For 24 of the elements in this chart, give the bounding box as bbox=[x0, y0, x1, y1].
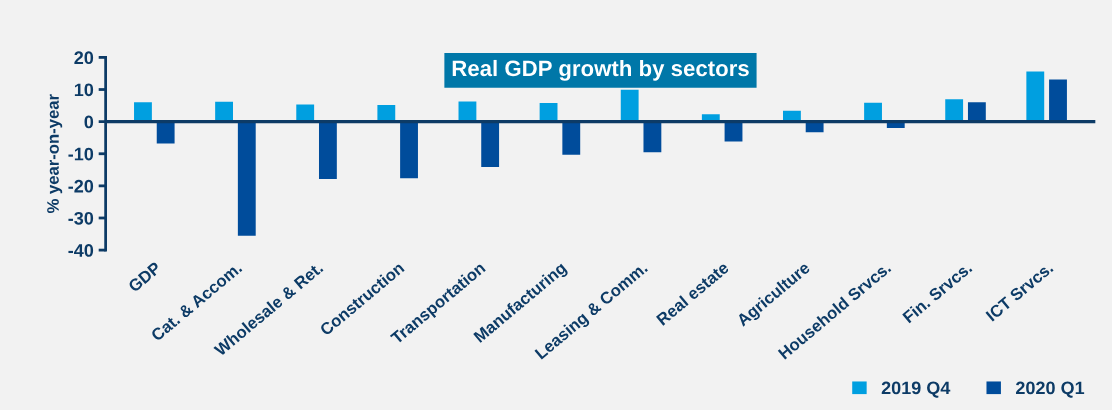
y-tick-label: 10 bbox=[74, 83, 94, 97]
bar bbox=[945, 99, 964, 122]
y-tick-label: -20 bbox=[68, 179, 94, 193]
y-tick-label: 20 bbox=[74, 51, 94, 65]
bar bbox=[643, 121, 662, 153]
bar bbox=[156, 121, 175, 144]
bar bbox=[400, 121, 418, 179]
y-tick-label: -30 bbox=[68, 211, 94, 225]
bar bbox=[318, 121, 337, 180]
y-tick-label: 0 bbox=[84, 115, 94, 129]
bar bbox=[1026, 71, 1045, 122]
bar bbox=[967, 102, 986, 122]
bar bbox=[1049, 79, 1067, 122]
bar bbox=[481, 121, 500, 167]
y-tick-label: -10 bbox=[68, 147, 94, 161]
y-axis-title: % year-on-year bbox=[47, 94, 63, 214]
bar bbox=[562, 121, 581, 155]
legend-label: 2020 Q1 bbox=[1015, 381, 1085, 398]
bar bbox=[237, 121, 256, 236]
y-tick-label: -40 bbox=[68, 244, 94, 257]
bar bbox=[620, 89, 639, 122]
legend-label: 2019 Q4 bbox=[881, 381, 951, 398]
chart-title: Real GDP growth by sectors bbox=[452, 59, 749, 81]
bar bbox=[724, 121, 743, 142]
